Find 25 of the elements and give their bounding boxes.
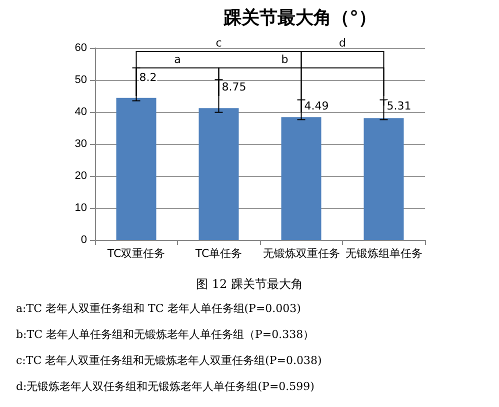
text: b:TC 老年人单任务组和无锻炼老年人单任务组（P=0.338） (16, 328, 314, 341)
y-tick-label: 20 (74, 170, 87, 182)
x-tick-label: 无锻炼组单任务 (345, 247, 422, 260)
annotation: 8.75 (222, 80, 246, 94)
y-tick-label: 10 (74, 202, 87, 214)
annotation: 4.49 (304, 100, 329, 113)
x-tick-label: TC双重任务 (106, 247, 166, 260)
y-tick-label: 0 (80, 234, 87, 246)
annotation: 8.2 (139, 70, 157, 84)
annotation: a (174, 52, 181, 66)
x-tick-label: TC单任务 (194, 247, 242, 260)
annotation: d (339, 36, 346, 50)
text: c:TC 老年人双重任务组和无锻炼老年人双重任务组(P=0.038) (16, 354, 322, 367)
x-tick-label: 无锻炼双重任务 (262, 247, 340, 260)
text: a:TC 老年人双重任务组和 TC 老年人单任务组(P=0.003) (16, 302, 301, 315)
y-tick-label: 50 (74, 74, 87, 86)
annotation: b (281, 52, 288, 66)
annotation: 5.31 (386, 100, 412, 113)
y-tick-label: 30 (74, 138, 87, 150)
chart-title: 踝关节最大角（°） (222, 8, 376, 28)
caption: 图 12 踝关节最大角 (196, 277, 303, 291)
y-tick-label: 40 (74, 106, 87, 118)
annotation: c (216, 36, 222, 50)
y-tick-label: 60 (74, 42, 87, 54)
text: d:无锻炼老年人双任务组和无锻炼老年人单任务组(P=0.599) (16, 380, 314, 393)
